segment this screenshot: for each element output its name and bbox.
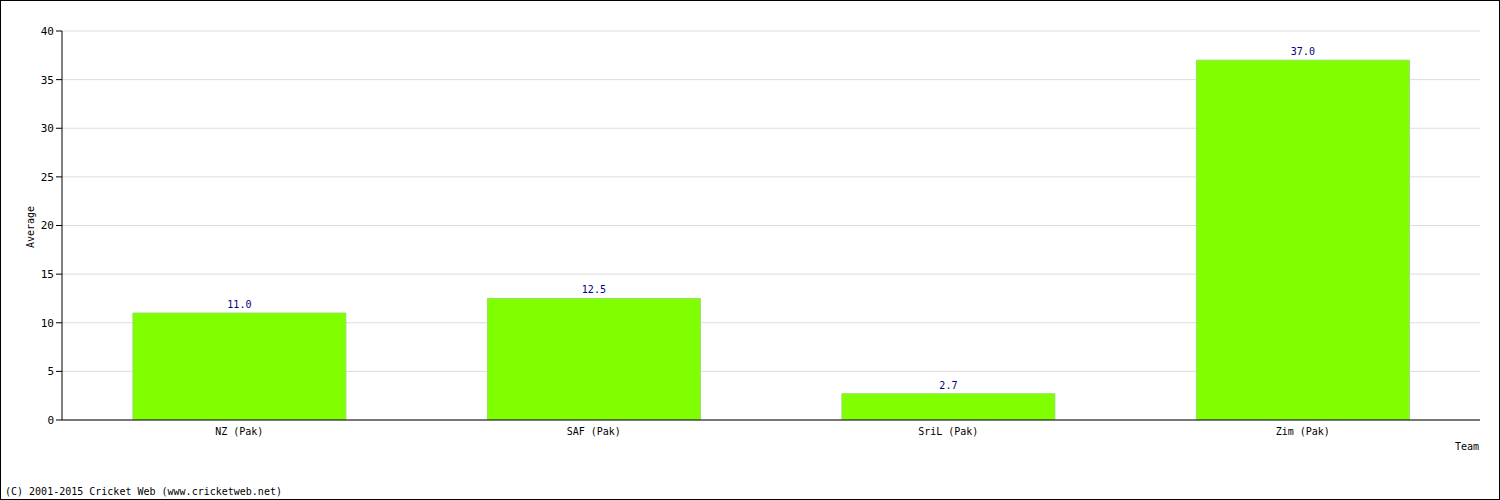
svg-text:Zim (Pak): Zim (Pak) <box>1276 426 1330 437</box>
svg-text:37.0: 37.0 <box>1291 46 1315 57</box>
svg-text:SAF (Pak): SAF (Pak) <box>567 426 621 437</box>
svg-text:NZ (Pak): NZ (Pak) <box>215 426 263 437</box>
html-text:Average: Average <box>24 205 36 249</box>
svg-text:35: 35 <box>41 74 54 87</box>
svg-text:11.0: 11.0 <box>227 299 251 310</box>
html-text:(C) 2001-2015 Cricket Web (www: (C) 2001-2015 Cricket Web (www.cricketwe… <box>5 486 282 497</box>
svg-text:SriL (Pak): SriL (Pak) <box>918 426 978 437</box>
svg-text:30: 30 <box>41 122 54 135</box>
svg-text:5: 5 <box>47 365 54 378</box>
svg-text:20: 20 <box>41 219 54 232</box>
html-text:Team: Team <box>1454 441 1479 452</box>
svg-text:2.7: 2.7 <box>939 380 957 391</box>
svg-text:15: 15 <box>41 268 54 281</box>
svg-text:12.5: 12.5 <box>582 284 606 295</box>
svg-text:40: 40 <box>41 25 54 38</box>
svg-text:10: 10 <box>41 317 54 330</box>
svg-text:0: 0 <box>47 414 54 427</box>
svg-text:25: 25 <box>41 171 54 184</box>
